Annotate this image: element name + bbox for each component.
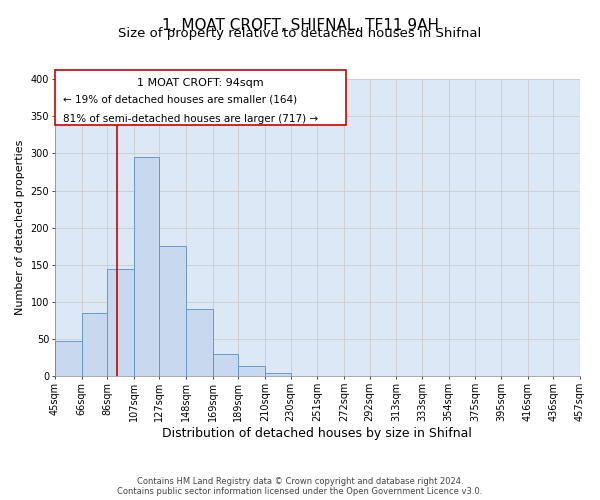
Text: ← 19% of detached houses are smaller (164): ← 19% of detached houses are smaller (16… — [62, 95, 297, 105]
Bar — [186, 308, 213, 376]
X-axis label: Distribution of detached houses by size in Shifnal: Distribution of detached houses by size … — [163, 427, 472, 440]
Text: 81% of semi-detached houses are larger (717) →: 81% of semi-detached houses are larger (… — [62, 114, 318, 124]
Y-axis label: Number of detached properties: Number of detached properties — [15, 140, 25, 316]
Bar — [238, 366, 265, 376]
Text: Size of property relative to detached houses in Shifnal: Size of property relative to detached ho… — [118, 28, 482, 40]
Text: Contains public sector information licensed under the Open Government Licence v3: Contains public sector information licen… — [118, 488, 482, 496]
Bar — [55, 342, 82, 376]
Bar — [82, 313, 107, 376]
FancyBboxPatch shape — [55, 70, 346, 125]
Bar — [159, 246, 186, 376]
Text: Contains HM Land Registry data © Crown copyright and database right 2024.: Contains HM Land Registry data © Crown c… — [137, 478, 463, 486]
Bar — [107, 270, 134, 376]
Bar — [213, 354, 238, 376]
Text: 1, MOAT CROFT, SHIFNAL, TF11 9AH: 1, MOAT CROFT, SHIFNAL, TF11 9AH — [161, 18, 439, 32]
Bar — [134, 157, 159, 376]
Text: 1 MOAT CROFT: 94sqm: 1 MOAT CROFT: 94sqm — [137, 78, 264, 88]
Bar — [265, 372, 290, 376]
